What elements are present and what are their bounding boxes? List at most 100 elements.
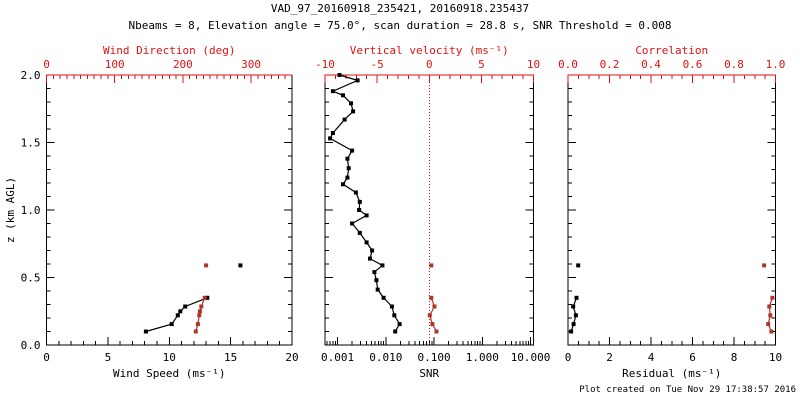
correlation-point (770, 295, 775, 300)
snr-profile-point (372, 270, 377, 275)
plot-created-timestamp: Plot created on Tue Nov 29 17:38:57 2016 (579, 385, 796, 395)
plot-subtitle: Nbeams = 8, Elevation angle = 75.0°, sca… (128, 19, 672, 32)
vertical-velocity-isolated-series (429, 263, 434, 268)
correlation-isolated-series (762, 263, 767, 268)
z-tick-label: 1.5 (21, 137, 41, 150)
snr-profile-point (330, 131, 335, 135)
snr-profile-point (346, 166, 351, 171)
snr-profile-point (389, 304, 394, 309)
z-tick-label: 0.5 (21, 272, 41, 285)
residual-correlation-bottom-tick-label: 0 (565, 351, 572, 364)
residual-correlation-bottom-tick-label: 4 (648, 351, 655, 364)
snr-velocity-bottom-axis: 0.001 0.010 0.100 1.000 10.000 SNR (321, 337, 550, 380)
snr-velocity-top-tick-label: -10 (315, 58, 335, 71)
plot-title: VAD_97_20160918_235421, 20160918.235437 (270, 2, 530, 15)
snr-profile-point (357, 208, 362, 212)
wind-direction-point (195, 322, 200, 327)
vertical-velocity-point (430, 322, 435, 327)
wind-direction-point (197, 309, 202, 314)
snr-profile-point (341, 182, 345, 187)
snr-profile-point (349, 101, 353, 106)
vertical-velocity-point (427, 313, 432, 318)
wind-top-tick-label: 300 (241, 58, 261, 71)
snr-velocity-bottom-tick-label: 0.010 (369, 351, 402, 364)
snr-velocity-top-axis: -10 -5 0 5 10 Vertical velocity (ms⁻¹) (315, 44, 540, 83)
wind-speed-point (205, 295, 210, 300)
residual-point (573, 313, 578, 318)
wind-bottom-tick-label: 0 (43, 351, 50, 364)
wind-bottom-tick-label: 15 (224, 351, 237, 364)
residual-point (571, 304, 576, 309)
wind-y-axis: 0.0 0.5 1.0 1.5 2.0 z (km AGL) (4, 69, 292, 352)
correlation-series (766, 295, 775, 334)
vertical-velocity-isolated-point (429, 263, 434, 268)
residual-correlation-bottom-axis: 0 2 4 6 8 10 Residual (ms⁻¹) (565, 337, 782, 380)
residual-correlation-top-tick-label: 0.4 (641, 58, 661, 71)
residual-correlation-top-axis: 0.0 0.2 0.4 0.6 0.8 1.0 Correlation (558, 44, 785, 83)
residual-correlation-top-tick-label: 0.0 (558, 58, 578, 71)
wind-speed-point (175, 313, 180, 318)
residual-point (571, 322, 576, 327)
snr-velocity-top-tick-label: 5 (478, 58, 485, 71)
residual-correlation-bottom-tick-label: 2 (606, 351, 613, 364)
residual-correlation-frame (567, 74, 776, 346)
snr-velocity-bottom-tick-label: 0.100 (417, 351, 450, 364)
wind-direction-point (199, 304, 204, 309)
wind-top-tick-label: 200 (173, 58, 193, 71)
snr-profile-point (380, 263, 385, 268)
wind-bottom-axis-title: Wind Speed (ms⁻¹) (113, 367, 226, 380)
snr-profile-point (345, 175, 350, 180)
snr-profile-point (353, 190, 358, 195)
wind-frame (46, 74, 293, 346)
snr-profile-point (350, 221, 355, 226)
snr-profile-series (328, 73, 402, 334)
z-tick-label: 2.0 (21, 69, 41, 82)
snr-profile-point (337, 73, 342, 77)
wind-direction-isolated-point (204, 263, 209, 268)
residual-point (569, 329, 574, 334)
wind-speed-isolated-series (238, 263, 243, 268)
wind-top-tick-label: 0 (43, 58, 50, 71)
residual-point (574, 295, 579, 300)
residual-correlation-bottom-tick-label: 10 (769, 351, 782, 364)
wind-speed-point (178, 309, 183, 314)
snr-velocity-panel: 0.001 0.010 0.100 1.000 10.000 SNR -10 -5 0 5 10 Ve… (315, 44, 550, 380)
snr-velocity-bottom-tick-label: 0.001 (321, 351, 354, 364)
residual-correlation-panel: 0 2 4 6 8 10 Residual (ms⁻¹) 0.0 0.2 0.4 0.6 0.8 1.0… (558, 44, 785, 380)
snr-velocity-top-tick-label: 0 (426, 58, 433, 71)
residual-correlation-top-tick-label: 1.0 (766, 58, 786, 71)
z-tick-label: 0.0 (21, 339, 41, 352)
correlation-point (766, 322, 771, 327)
snr-profile-point (370, 248, 375, 253)
snr-profile-point (345, 156, 350, 161)
residual-correlation-top-tick-label: 0.8 (724, 58, 744, 71)
snr-profile-point (381, 295, 386, 300)
residual-isolated-series (576, 263, 581, 268)
vertical-velocity-series (427, 295, 439, 334)
snr-velocity-bottom-tick-label: 1.000 (466, 351, 499, 364)
residual-correlation-bottom-tick-label: 8 (731, 351, 738, 364)
vertical-velocity-point (434, 329, 439, 334)
wind-bottom-tick-label: 10 (163, 351, 176, 364)
wind-direction-isolated-series (204, 263, 209, 268)
snr-velocity-y-axis (325, 74, 534, 346)
snr-velocity-bottom-tick-label: 10.000 (511, 351, 551, 364)
wind-top-axis: 0 100 200 300 Wind Direction (deg) (43, 44, 293, 83)
residual-correlation-bottom-tick-label: 6 (689, 351, 696, 364)
correlation-point (768, 313, 773, 318)
wind-speed-point (169, 322, 174, 327)
snr-profile-point (350, 148, 355, 153)
snr-velocity-top-tick-label: 10 (527, 58, 540, 71)
snr-profile-point (355, 78, 360, 83)
snr-profile-point (341, 93, 345, 98)
wind-top-tick-label: 100 (105, 58, 125, 71)
snr-profile-point (397, 322, 402, 327)
snr-velocity-top-tick-label: -5 (371, 58, 384, 71)
vertical-velocity-point (429, 295, 434, 300)
wind-speed-point (143, 329, 148, 334)
snr-profile-point (342, 117, 347, 122)
vertical-velocity-point (432, 304, 437, 309)
snr-velocity-bottom-axis-title: SNR (419, 367, 439, 380)
z-tick-label: 1.0 (21, 204, 41, 217)
